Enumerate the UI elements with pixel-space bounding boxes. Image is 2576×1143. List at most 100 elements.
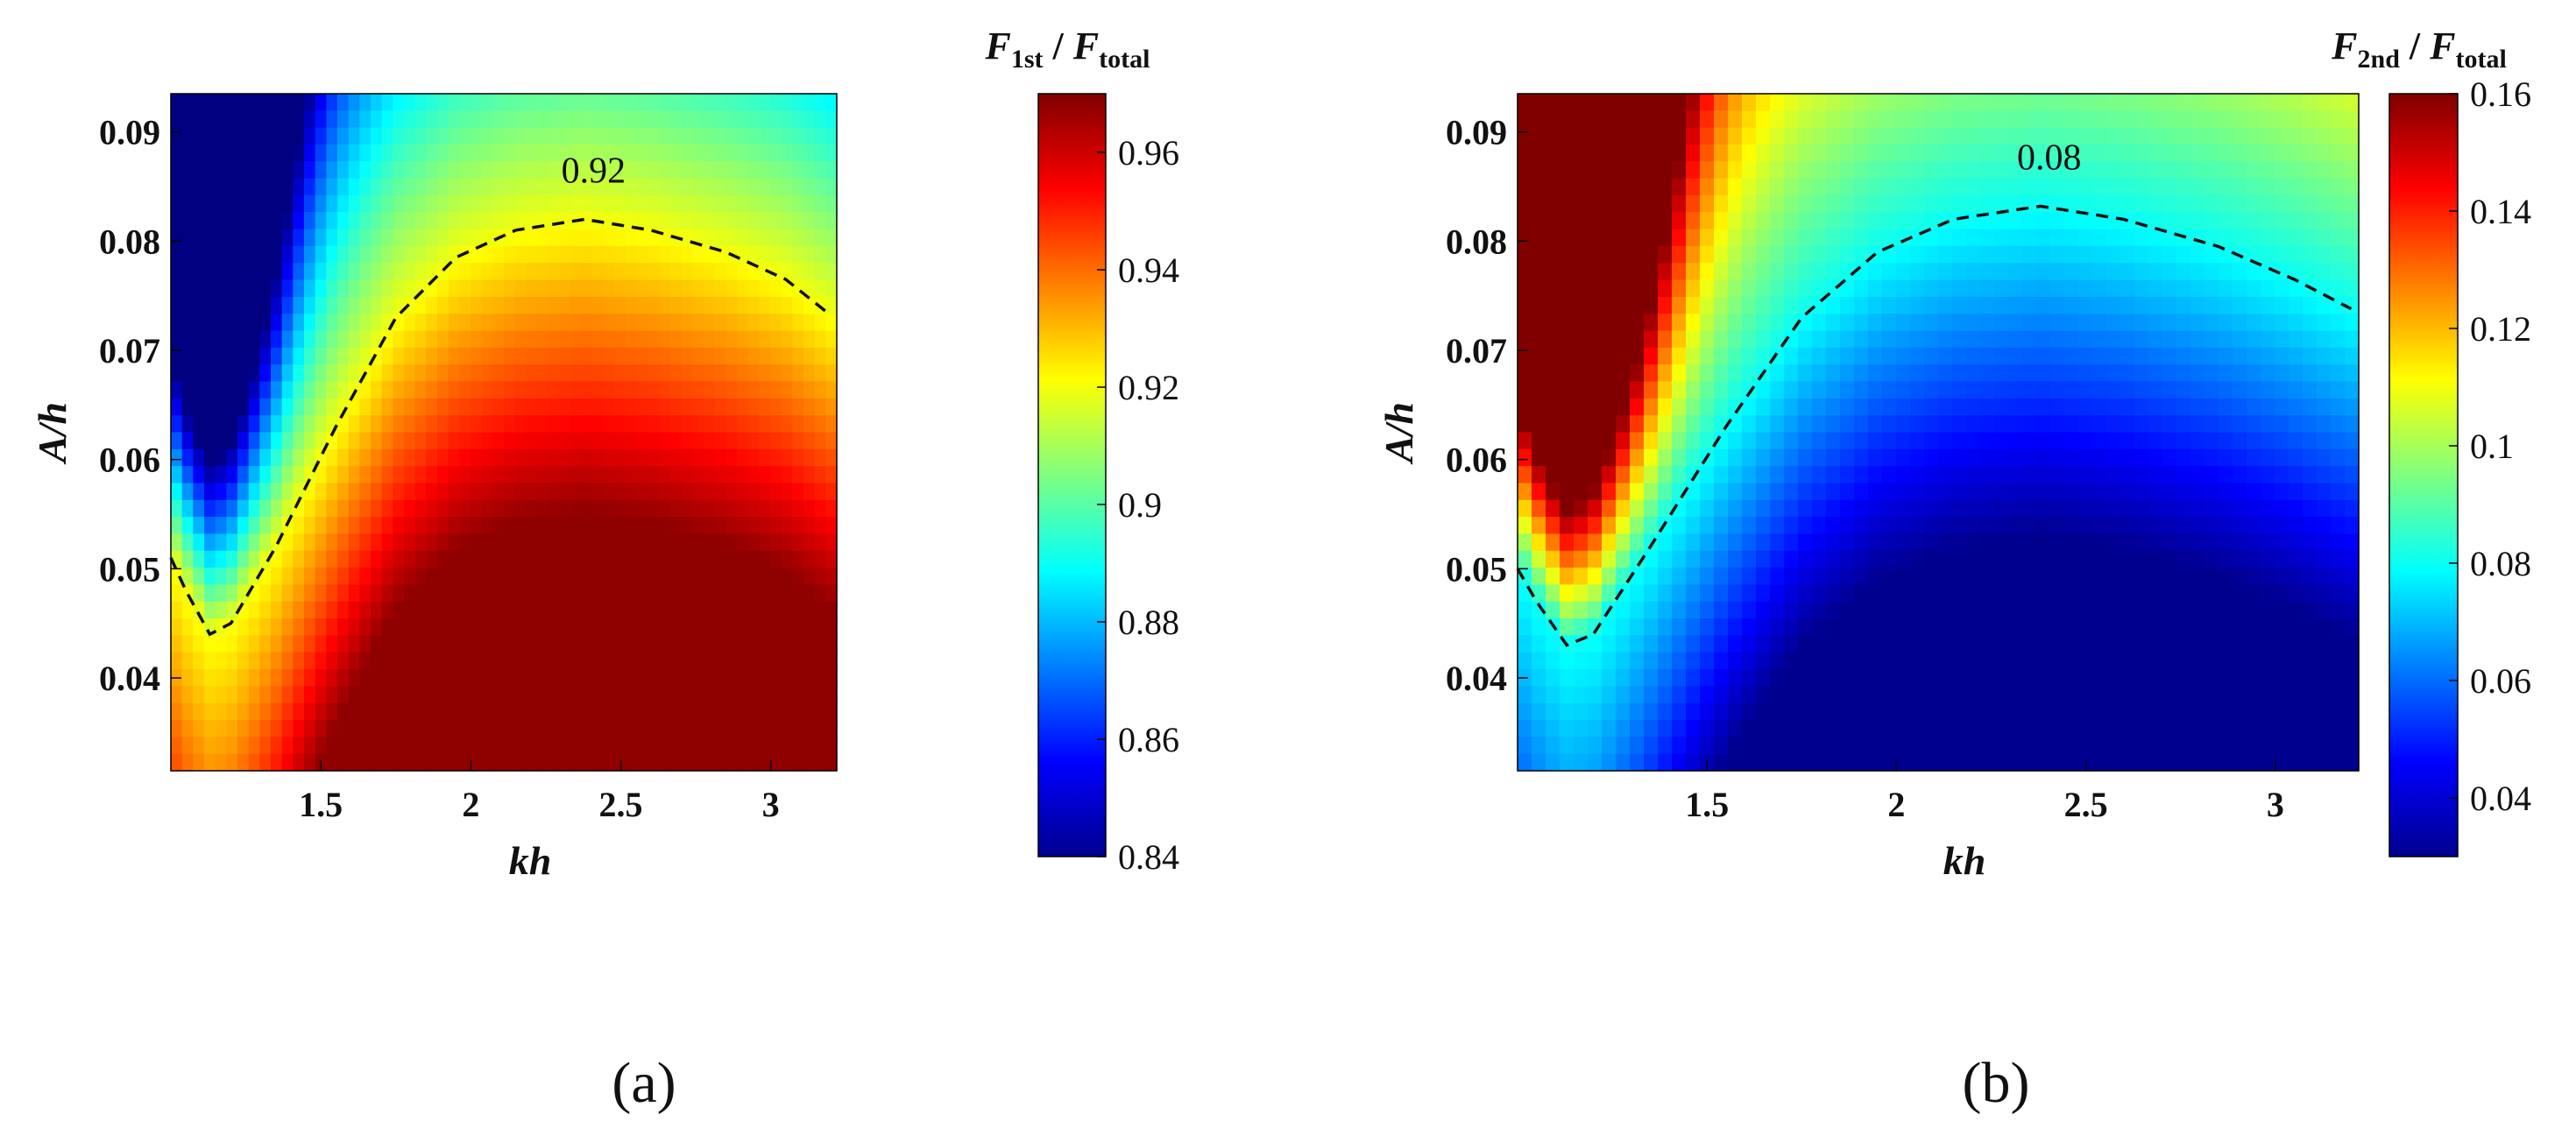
heatmap-cell xyxy=(659,279,671,298)
heatmap-cell xyxy=(1742,364,1757,383)
heatmap-cell xyxy=(1882,652,1897,670)
heatmap-cell xyxy=(337,245,350,264)
heatmap-cell xyxy=(2162,533,2177,552)
heatmap-cell xyxy=(1994,753,2009,772)
heatmap-cell xyxy=(2162,94,2177,111)
heatmap-cell xyxy=(2303,161,2318,180)
heatmap-cell xyxy=(1868,212,1883,230)
heatmap-cell xyxy=(747,296,760,314)
heatmap-cell xyxy=(725,499,738,518)
plot-frame xyxy=(170,93,838,772)
heatmap-cell xyxy=(1924,296,1939,314)
heatmap-cell xyxy=(1616,466,1631,484)
heatmap-cell xyxy=(803,584,816,603)
heatmap-cell xyxy=(1742,178,1757,196)
heatmap-cell xyxy=(747,381,760,399)
heatmap-cell xyxy=(281,381,294,399)
heatmap-cell xyxy=(1952,568,1967,586)
heatmap-cell xyxy=(2247,161,2261,180)
heatmap-cell xyxy=(2289,550,2304,568)
colorbar-tick-label: 0.04 xyxy=(2470,779,2531,818)
heatmap-cell xyxy=(271,144,283,162)
heatmap-cell xyxy=(1812,161,1827,180)
heatmap-cell xyxy=(204,178,216,196)
heatmap-cell xyxy=(2120,161,2135,180)
heatmap-cell xyxy=(670,753,683,772)
heatmap-cell xyxy=(737,533,749,552)
heatmap-cell xyxy=(581,110,593,129)
heatmap-cell xyxy=(626,144,638,162)
heatmap-cell xyxy=(2331,448,2346,467)
heatmap-cell xyxy=(559,178,571,196)
heatmap-cell xyxy=(747,161,760,180)
heatmap-cell xyxy=(1672,144,1687,162)
heatmap-cell xyxy=(681,466,693,484)
heatmap-cell xyxy=(215,550,227,568)
heatmap-cell xyxy=(237,432,250,450)
heatmap-cell xyxy=(359,635,372,653)
heatmap-cell xyxy=(1742,635,1757,653)
heatmap-cell xyxy=(581,737,593,755)
heatmap-cell xyxy=(2261,194,2275,213)
heatmap-cell xyxy=(2233,499,2247,518)
heatmap-cell xyxy=(2022,652,2037,670)
heatmap-cell xyxy=(537,702,549,721)
heatmap-cell xyxy=(1574,347,1589,365)
heatmap-cell xyxy=(770,245,782,264)
heatmap-cell xyxy=(681,296,693,314)
heatmap-cell xyxy=(215,517,227,535)
heatmap-cell xyxy=(504,296,516,314)
heatmap-cell xyxy=(637,178,649,196)
heatmap-cell xyxy=(604,398,616,416)
heatmap-cell xyxy=(437,279,449,298)
heatmap-cell xyxy=(2022,314,2037,332)
heatmap-cell xyxy=(326,584,338,603)
heatmap-cell xyxy=(504,263,516,281)
heatmap-cell xyxy=(171,94,183,111)
heatmap-cell xyxy=(1812,194,1827,213)
heatmap-cell xyxy=(1812,635,1827,653)
heatmap-cell xyxy=(304,279,316,298)
heatmap-cell xyxy=(1924,483,1939,501)
heatmap-cell xyxy=(759,144,771,162)
heatmap-cell xyxy=(237,686,250,704)
heatmap-cell xyxy=(2289,533,2304,552)
heatmap-cell xyxy=(492,296,505,314)
heatmap-cell xyxy=(393,618,405,636)
heatmap-cell xyxy=(747,415,760,434)
heatmap-cell xyxy=(637,415,649,434)
heatmap-cell xyxy=(670,737,683,755)
heatmap-cell xyxy=(1728,466,1743,484)
heatmap-cell xyxy=(248,110,260,129)
heatmap-cell xyxy=(2247,737,2261,755)
heatmap-cell xyxy=(759,669,771,687)
heatmap-cell xyxy=(2233,144,2247,162)
heatmap-cell xyxy=(670,144,683,162)
heatmap-cell xyxy=(1882,296,1897,314)
heatmap-cell xyxy=(537,245,549,264)
heatmap-cell xyxy=(504,330,516,349)
heatmap-cell xyxy=(371,381,383,399)
heatmap-cell xyxy=(2050,314,2065,332)
heatmap-cell xyxy=(248,279,260,298)
heatmap-cell xyxy=(1686,296,1701,314)
heatmap-cell xyxy=(2261,381,2275,399)
heatmap-cell xyxy=(459,618,471,636)
heatmap-cell xyxy=(514,279,527,298)
heatmap-cell xyxy=(1518,652,1532,670)
heatmap-cell xyxy=(2261,601,2275,619)
heatmap-cell xyxy=(259,499,272,518)
heatmap-cell xyxy=(1924,669,1939,687)
heatmap-cell xyxy=(781,144,793,162)
heatmap-cell xyxy=(1812,499,1827,518)
heatmap-cell xyxy=(459,144,471,162)
heatmap-cell xyxy=(2134,517,2149,535)
heatmap-cell xyxy=(237,737,250,755)
heatmap-cell xyxy=(692,212,704,230)
heatmap-cell xyxy=(1616,737,1631,755)
heatmap-cell xyxy=(381,550,393,568)
heatmap-cell xyxy=(481,381,493,399)
heatmap-cell xyxy=(504,347,516,365)
heatmap-cell xyxy=(504,686,516,704)
heatmap-cell xyxy=(2148,178,2163,196)
